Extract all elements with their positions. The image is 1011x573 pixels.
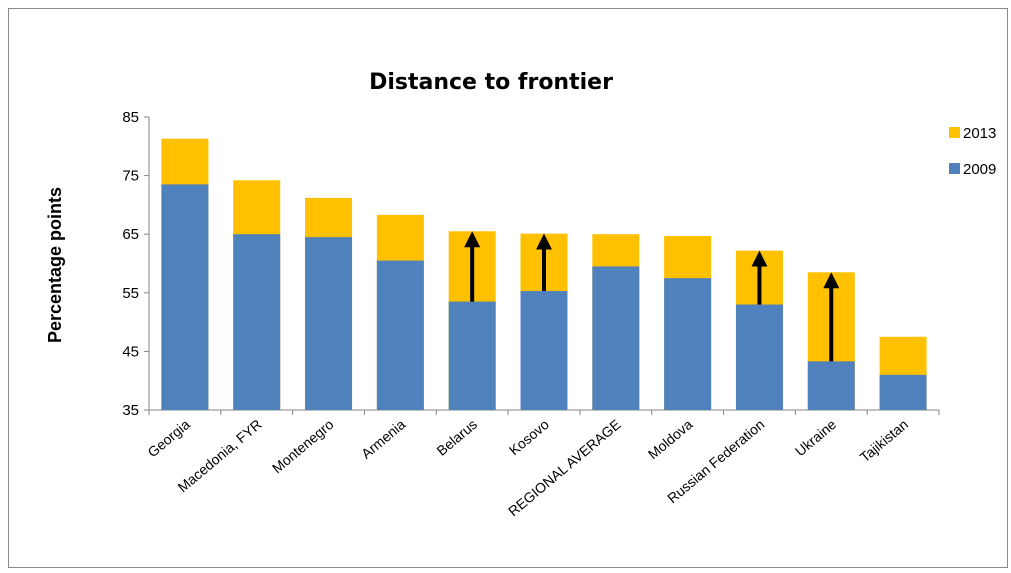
bar-2009 [305,237,353,410]
y-tick-label: 85 [122,109,139,126]
y-axis-label: Percentage points [45,187,65,343]
x-category-label: Kosovo [506,416,552,458]
bar-2009 [448,301,496,410]
bar-2009 [376,260,424,410]
bar-chart: Distance to frontier Percentage points 3… [45,70,996,519]
x-category-label: Armenia [358,416,408,462]
x-category-label: Tajikistan [857,416,911,465]
y-tick-label: 45 [122,343,139,360]
legend-label-2009: 2009 [963,161,996,178]
bar-2009 [807,361,855,410]
bar-2009 [233,234,281,410]
legend-label-2013: 2013 [963,125,996,142]
x-category-label: Moldova [645,416,696,462]
bar-2009 [161,184,209,410]
bar-2009 [520,291,568,410]
x-category-label: Ukraine [792,416,839,459]
y-tick-label: 75 [122,168,139,185]
bar-2009 [735,304,783,410]
bar-2009 [879,374,927,410]
y-tick-label: 55 [122,285,139,302]
x-category-label: Georgia [144,416,193,460]
x-category-label: Belarus [433,416,480,459]
x-category-label: Montenegro [269,416,337,476]
y-tick-label: 65 [122,226,139,243]
chart-frame: Distance to frontier Percentage points 3… [8,8,1008,568]
chart-title: Distance to frontier [369,70,613,95]
legend: 2013 2009 [949,125,996,178]
legend-swatch-2009 [949,163,960,174]
bar-2009 [664,278,712,410]
legend-swatch-2013 [949,127,960,138]
y-tick-label: 35 [122,402,139,419]
bar-2009 [592,266,640,410]
